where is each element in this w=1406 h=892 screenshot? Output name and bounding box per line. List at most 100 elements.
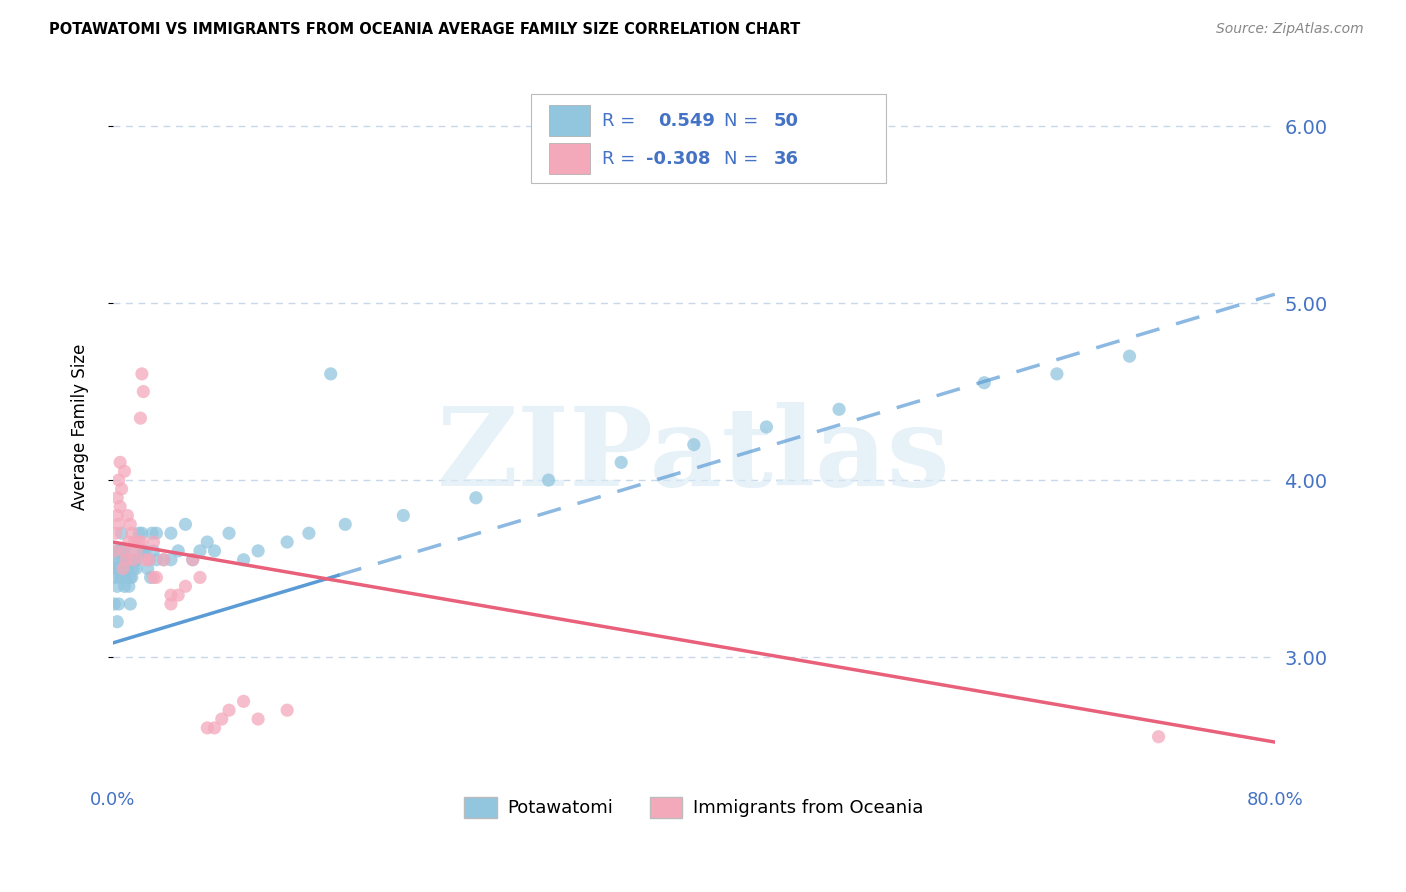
Text: 0.549: 0.549	[658, 112, 714, 129]
Point	[142, 544, 165, 558]
Point	[134, 544, 156, 558]
Point	[247, 712, 270, 726]
Legend: Potawatomi, Immigrants from Oceania: Potawatomi, Immigrants from Oceania	[457, 789, 931, 825]
Point	[120, 570, 142, 584]
Point	[122, 561, 145, 575]
Point	[188, 544, 211, 558]
Point	[107, 597, 129, 611]
Point	[111, 561, 134, 575]
Point	[195, 535, 218, 549]
Point	[142, 570, 165, 584]
Point	[537, 473, 560, 487]
Point	[335, 517, 357, 532]
Point	[105, 508, 128, 523]
Point	[211, 712, 233, 726]
FancyBboxPatch shape	[548, 144, 591, 175]
Point	[121, 526, 143, 541]
Point	[167, 544, 190, 558]
Point	[160, 588, 183, 602]
Point	[124, 535, 146, 549]
Point	[160, 553, 183, 567]
Point	[114, 579, 136, 593]
Point	[114, 561, 136, 575]
Point	[755, 420, 778, 434]
Text: POTAWATOMI VS IMMIGRANTS FROM OCEANIA AVERAGE FAMILY SIZE CORRELATION CHART: POTAWATOMI VS IMMIGRANTS FROM OCEANIA AV…	[49, 22, 800, 37]
Point	[1046, 367, 1069, 381]
Point	[104, 526, 127, 541]
Point	[117, 561, 139, 575]
Point	[232, 553, 254, 567]
Point	[121, 570, 143, 584]
Point	[110, 570, 132, 584]
Point	[127, 553, 149, 567]
Point	[122, 553, 145, 567]
Point	[174, 579, 197, 593]
Point	[132, 544, 155, 558]
Point	[114, 464, 136, 478]
Point	[105, 491, 128, 505]
Point	[152, 553, 174, 567]
Point	[104, 544, 127, 558]
Point	[111, 561, 134, 575]
Text: N =: N =	[724, 112, 763, 129]
Point	[1147, 730, 1170, 744]
Point	[204, 544, 226, 558]
Point	[105, 615, 128, 629]
Point	[110, 561, 132, 575]
Point	[131, 535, 153, 549]
Point	[117, 508, 139, 523]
Point	[115, 553, 138, 567]
Point	[117, 544, 139, 558]
FancyBboxPatch shape	[531, 95, 886, 183]
Point	[118, 535, 141, 549]
Point	[118, 579, 141, 593]
Point	[247, 544, 270, 558]
Point	[131, 526, 153, 541]
Point	[124, 553, 146, 567]
Point	[132, 384, 155, 399]
Point	[117, 561, 139, 575]
Text: ZIPatlas: ZIPatlas	[437, 401, 950, 508]
Point	[110, 482, 132, 496]
Point	[139, 570, 162, 584]
Point	[160, 526, 183, 541]
Point	[160, 597, 183, 611]
Point	[298, 526, 321, 541]
Y-axis label: Average Family Size: Average Family Size	[72, 343, 89, 510]
Point	[128, 526, 150, 541]
Point	[138, 553, 160, 567]
Point	[108, 570, 131, 584]
Point	[105, 579, 128, 593]
Point	[276, 703, 298, 717]
Point	[174, 517, 197, 532]
Point	[319, 367, 342, 381]
Point	[195, 721, 218, 735]
Point	[392, 508, 415, 523]
Point	[104, 561, 127, 575]
Point	[103, 597, 125, 611]
Text: -0.308: -0.308	[647, 150, 710, 168]
Point	[120, 517, 142, 532]
Point	[145, 570, 167, 584]
Point	[1118, 349, 1140, 363]
Point	[128, 535, 150, 549]
Point	[152, 553, 174, 567]
Point	[111, 544, 134, 558]
Point	[232, 694, 254, 708]
Point	[107, 553, 129, 567]
Point	[828, 402, 851, 417]
Point	[108, 561, 131, 575]
Text: Source: ZipAtlas.com: Source: ZipAtlas.com	[1216, 22, 1364, 37]
Point	[115, 570, 138, 584]
Point	[610, 455, 633, 469]
Point	[138, 553, 160, 567]
Point	[108, 500, 131, 514]
Point	[218, 703, 240, 717]
Point	[103, 553, 125, 567]
Point	[141, 526, 163, 541]
Point	[181, 553, 204, 567]
Point	[973, 376, 995, 390]
Text: R =: R =	[602, 112, 647, 129]
Point	[167, 588, 190, 602]
Point	[134, 553, 156, 567]
